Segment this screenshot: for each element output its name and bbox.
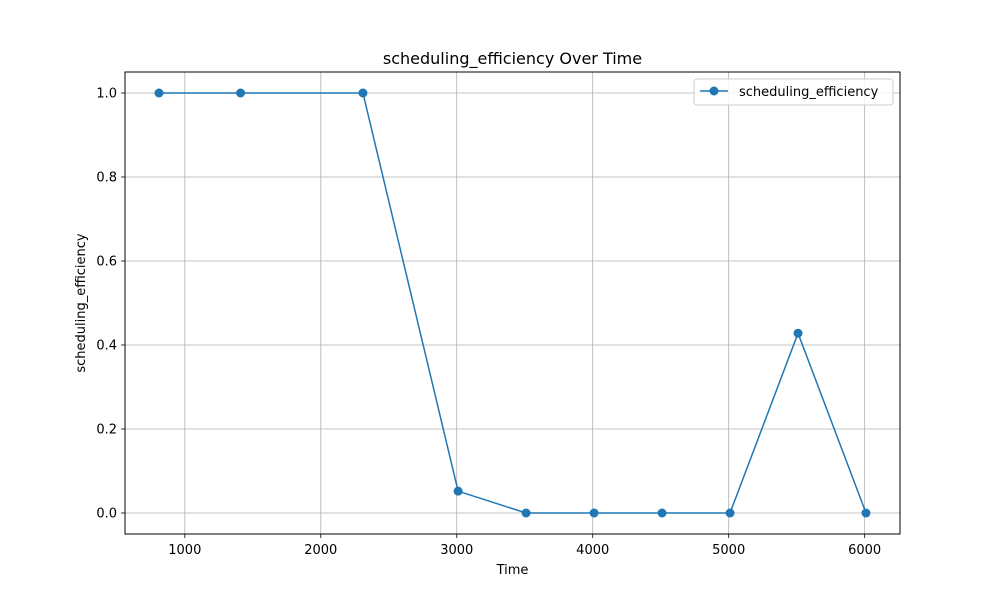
y-tick-label: 0.6	[96, 255, 117, 270]
data-point	[453, 486, 463, 496]
plot-frame	[124, 71, 901, 535]
legend: scheduling_efficiency	[693, 78, 894, 106]
data-point	[154, 88, 164, 98]
y-tick-label: 0.8	[96, 171, 117, 186]
data-point	[657, 508, 667, 518]
x-tick-label: 1000	[168, 543, 201, 558]
legend-label: scheduling_efficiency	[739, 85, 879, 100]
data-point	[236, 88, 246, 98]
x-axis-label: Time	[496, 563, 529, 578]
data-point	[793, 328, 803, 338]
x-tick-label: 6000	[848, 543, 881, 558]
series-layer	[154, 88, 871, 518]
data-point	[358, 88, 368, 98]
grid-lines	[125, 72, 900, 534]
y-axis-ticks: 0.0 0.2 0.4 0.6 0.8 1.0	[96, 87, 125, 522]
data-point	[861, 508, 871, 518]
data-point	[725, 508, 735, 518]
x-axis-ticks: 1000 2000 3000 4000 5000 6000	[168, 534, 881, 558]
y-tick-label: 0.2	[96, 423, 117, 438]
x-tick-label: 3000	[440, 543, 473, 558]
x-tick-label: 2000	[304, 543, 337, 558]
x-tick-label: 5000	[712, 543, 745, 558]
y-tick-label: 1.0	[96, 87, 117, 102]
data-point	[521, 508, 531, 518]
legend-box	[693, 78, 894, 106]
data-point	[589, 508, 599, 518]
x-tick-label: 4000	[576, 543, 609, 558]
series-line	[158, 92, 867, 514]
y-axis-label: scheduling_efficiency	[74, 233, 89, 373]
chart-title: scheduling_efficiency Over Time	[383, 49, 642, 69]
legend-point-marker	[709, 86, 719, 96]
y-tick-label: 0.4	[96, 339, 117, 354]
y-tick-label: 0.0	[96, 507, 117, 522]
